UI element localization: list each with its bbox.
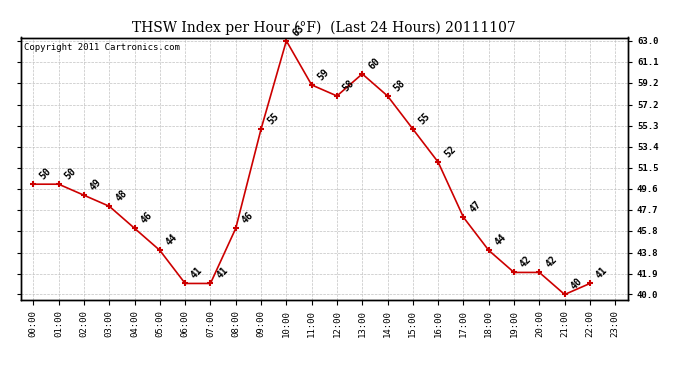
Text: 44: 44 (493, 232, 509, 248)
Text: 44: 44 (164, 232, 179, 248)
Text: 48: 48 (113, 188, 129, 204)
Text: Copyright 2011 Cartronics.com: Copyright 2011 Cartronics.com (23, 43, 179, 52)
Text: 55: 55 (417, 111, 433, 126)
Text: 49: 49 (88, 177, 104, 192)
Title: THSW Index per Hour (°F)  (Last 24 Hours) 20111107: THSW Index per Hour (°F) (Last 24 Hours)… (132, 21, 516, 35)
Text: 46: 46 (139, 210, 154, 225)
Text: 55: 55 (265, 111, 281, 126)
Text: 58: 58 (392, 78, 407, 93)
Text: 59: 59 (316, 67, 331, 82)
Text: 50: 50 (37, 166, 53, 182)
Text: 52: 52 (442, 144, 457, 159)
Text: 50: 50 (63, 166, 78, 182)
Text: 60: 60 (366, 56, 382, 71)
Text: 41: 41 (189, 265, 205, 280)
Text: 42: 42 (544, 254, 559, 270)
Text: 58: 58 (341, 78, 357, 93)
Text: 41: 41 (215, 265, 230, 280)
Text: 42: 42 (518, 254, 533, 270)
Text: 40: 40 (569, 276, 584, 292)
Text: 47: 47 (468, 199, 483, 214)
Text: 63: 63 (290, 22, 306, 38)
Text: 41: 41 (594, 265, 609, 280)
Text: 46: 46 (240, 210, 255, 225)
